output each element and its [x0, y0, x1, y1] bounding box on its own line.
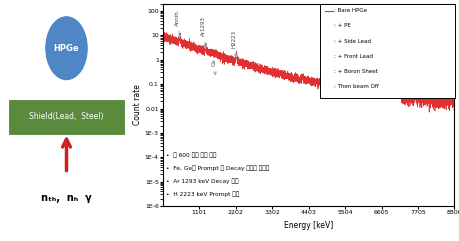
Text: •  Ar 1293 keV Decay 감마: • Ar 1293 keV Decay 감마 — [166, 179, 238, 184]
FancyBboxPatch shape — [8, 99, 125, 135]
Text: nₜₕ,  nₕ  γ: nₜₕ, nₕ γ — [41, 193, 92, 203]
Text: •  약 600 개의 피크 분석: • 약 600 개의 피크 분석 — [166, 153, 216, 158]
Text: H2223: H2223 — [232, 30, 237, 57]
Text: : + Boron Sheet: : + Boron Sheet — [334, 69, 378, 74]
Text: : + Side Lead: : + Side Lead — [334, 39, 371, 44]
Text: Shield(Lead,  Steel): Shield(Lead, Steel) — [29, 112, 104, 121]
Circle shape — [46, 17, 87, 80]
Text: : + PE: : + PE — [334, 23, 351, 28]
Text: HPGe: HPGe — [54, 44, 79, 53]
Text: Annih.: Annih. — [175, 8, 181, 38]
Text: Fe7645: Fe7645 — [412, 55, 417, 85]
Text: : + Front Lead: : + Front Lead — [334, 54, 373, 59]
Y-axis label: Count rate: Count rate — [133, 84, 142, 125]
Text: : Bare HPGe: : Bare HPGe — [334, 8, 367, 13]
FancyBboxPatch shape — [320, 4, 455, 98]
Text: •  H 2223 keV Prompt 감마: • H 2223 keV Prompt 감마 — [166, 192, 239, 197]
Text: Ar1293: Ar1293 — [201, 16, 207, 48]
Text: : Then beam Off: : Then beam Off — [334, 84, 379, 89]
Text: Ge: Ge — [212, 58, 217, 75]
X-axis label: Energy [keV]: Energy [keV] — [284, 221, 333, 230]
Text: •  Fe, Ge의 Prompt 및 Decay 감마가 대부분: • Fe, Ge의 Prompt 및 Decay 감마가 대부분 — [166, 166, 269, 171]
